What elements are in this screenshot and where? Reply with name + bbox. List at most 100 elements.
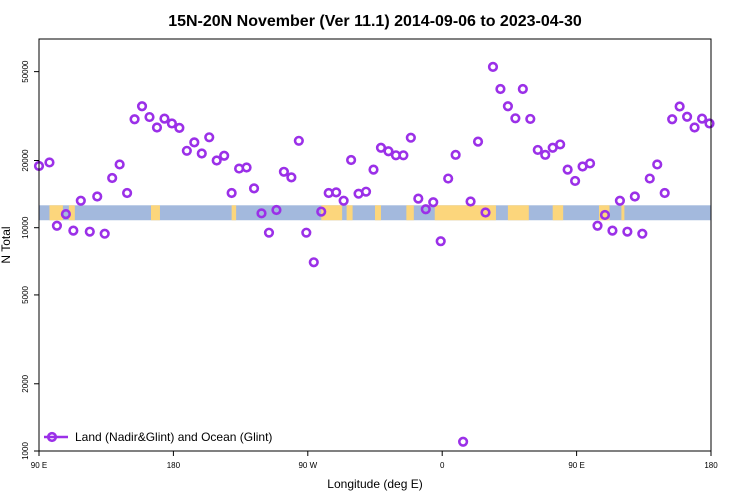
x-axis-ticks: 90 E 180 90 W 0 90 E 180 (31, 451, 718, 470)
data-points (33, 61, 715, 447)
data-point (435, 236, 446, 247)
data-point (428, 197, 439, 208)
data-point (696, 113, 708, 124)
data-point (308, 257, 319, 268)
data-point (622, 226, 633, 237)
y-axis-ticks: 1000 2000 5000 10000 20000 50000 (21, 60, 39, 460)
data-point (652, 159, 663, 170)
y-tick-label: 20000 (21, 149, 30, 172)
data-point (286, 172, 297, 183)
x-tick-label: 180 (167, 461, 181, 470)
data-point (60, 209, 71, 220)
data-point (293, 135, 304, 146)
data-point (487, 61, 499, 72)
land-segment (599, 205, 610, 221)
data-point (338, 195, 349, 206)
x-tick-label: 0 (440, 461, 445, 470)
data-point (607, 225, 618, 236)
data-point (637, 228, 648, 239)
data-point (271, 204, 282, 216)
data-point (346, 154, 357, 166)
data-point (68, 225, 79, 236)
data-point (174, 122, 185, 133)
land-segment (375, 205, 381, 221)
data-point (420, 204, 431, 215)
legend-label: Land (Nadir&Glint) and Ocean (Glint) (75, 430, 272, 444)
data-point (84, 226, 95, 237)
data-point (107, 172, 118, 184)
data-point (592, 220, 603, 231)
data-point (413, 193, 424, 204)
data-point (248, 183, 260, 194)
land-segment (434, 205, 496, 221)
data-point (495, 83, 506, 95)
data-point (472, 136, 484, 147)
data-point (540, 149, 551, 160)
data-point (405, 132, 416, 143)
land-segment (346, 205, 353, 221)
data-point (667, 114, 678, 125)
data-point (136, 101, 148, 112)
data-point (562, 164, 573, 175)
data-point (331, 187, 342, 198)
data-point (644, 173, 655, 184)
plot-area: 90 E 180 90 W 0 90 E 180 1000 2000 5000 10000 200… (21, 38, 718, 470)
data-point (510, 113, 521, 124)
data-point (517, 83, 528, 95)
data-point (450, 149, 461, 160)
data-point (241, 162, 252, 173)
data-point (360, 186, 372, 197)
data-point (584, 158, 596, 169)
data-point (219, 150, 230, 161)
data-point (151, 122, 163, 133)
y-tick-label: 5000 (21, 285, 30, 303)
data-point (44, 157, 55, 168)
legend: Land (Nadir&Glint) and Ocean (Glint) (44, 430, 272, 444)
data-point (189, 137, 200, 148)
plot-background (39, 39, 711, 451)
data-point (532, 144, 543, 156)
x-tick-label: 90 E (568, 461, 584, 470)
data-point (502, 101, 514, 112)
data-point (263, 227, 275, 238)
data-point (599, 209, 611, 221)
data-point (316, 206, 327, 217)
land-segment (68, 205, 75, 221)
data-point (181, 145, 192, 156)
data-point (226, 187, 237, 199)
data-point (278, 166, 290, 177)
legend-marker (46, 431, 58, 443)
data-point (211, 155, 222, 166)
land-segment (507, 205, 529, 221)
data-point (51, 220, 63, 231)
data-point (570, 175, 581, 187)
data-point (398, 150, 409, 161)
x-tick-label: 180 (704, 461, 718, 470)
data-point (129, 114, 140, 125)
land-segment (321, 205, 343, 221)
data-point (122, 187, 133, 199)
y-axis-label: N Total (0, 226, 13, 263)
data-point (674, 101, 685, 112)
data-point (480, 207, 491, 218)
x-tick-label: 90 E (31, 461, 47, 470)
data-point (196, 148, 207, 159)
data-point (92, 191, 103, 202)
land-segment (49, 205, 63, 221)
land-segment (621, 205, 625, 221)
data-point (114, 159, 125, 170)
data-point (525, 113, 536, 125)
x-axis-label: Longitude (deg E) (327, 477, 422, 491)
data-point (704, 118, 715, 129)
land-segment (406, 205, 414, 221)
data-point (458, 436, 469, 447)
land-segment (231, 205, 237, 221)
y-tick-label: 2000 (21, 374, 30, 392)
y-tick-label: 1000 (21, 442, 30, 460)
data-point (682, 111, 693, 122)
plot-frame (38, 38, 712, 452)
data-point (465, 196, 476, 207)
data-point (301, 227, 312, 238)
x-tick-label: 90 W (298, 461, 317, 470)
